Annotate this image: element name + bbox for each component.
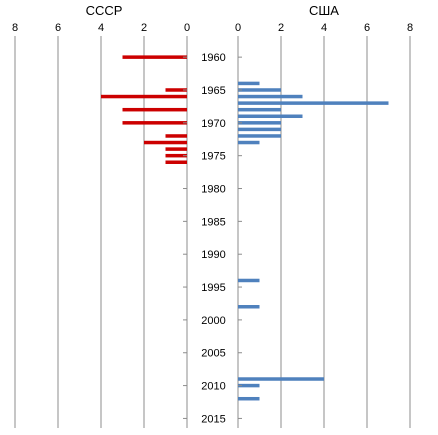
right-x-tick-label: 0 xyxy=(235,22,241,34)
year-label: 1960 xyxy=(201,52,225,64)
left-bar xyxy=(122,121,187,125)
right-panel: 0 2 4 6 8 xyxy=(235,22,413,428)
right-bar xyxy=(238,114,303,119)
right-bar xyxy=(238,383,260,388)
left-x-tick-label: 8 xyxy=(12,22,18,34)
right-bar xyxy=(238,134,281,138)
year-label: 2005 xyxy=(201,348,225,360)
right-x-tick-label: 8 xyxy=(407,22,413,34)
left-bar xyxy=(165,134,187,138)
right-bar xyxy=(238,121,281,125)
left-bar xyxy=(122,55,187,59)
left-x-tick-label: 4 xyxy=(98,22,104,34)
right-x-tick-label: 2 xyxy=(278,22,284,34)
year-label: 1965 xyxy=(201,85,225,97)
left-bar xyxy=(144,140,187,145)
right-bar xyxy=(238,101,389,105)
right-chart-title: США xyxy=(309,3,339,18)
right-bar xyxy=(238,140,260,145)
left-x-tick-label: 6 xyxy=(55,22,61,34)
right-bar xyxy=(238,377,324,381)
right-bar xyxy=(238,81,260,86)
right-bar xyxy=(238,88,281,92)
year-label: 1975 xyxy=(201,151,225,163)
year-label: 2015 xyxy=(201,413,225,425)
right-bar xyxy=(238,127,281,132)
year-label: 2010 xyxy=(201,381,225,393)
year-label: 1970 xyxy=(201,118,225,130)
left-bar xyxy=(165,153,187,158)
right-bar xyxy=(238,396,260,401)
right-bar xyxy=(238,94,303,99)
year-label: 1980 xyxy=(201,184,225,196)
left-bar xyxy=(101,94,187,99)
right-x-tick-label: 4 xyxy=(321,22,327,34)
left-bar xyxy=(122,107,187,112)
right-bar xyxy=(238,278,260,283)
right-bar xyxy=(238,305,260,309)
left-chart-title: СССР xyxy=(86,3,123,18)
left-x-tick-label: 0 xyxy=(184,22,190,34)
left-bar xyxy=(165,160,187,164)
right-bar xyxy=(238,107,281,112)
year-label: 1995 xyxy=(201,282,225,294)
year-label: 2000 xyxy=(201,315,225,327)
left-bar xyxy=(165,88,187,92)
left-panel: 8 6 4 2 0 xyxy=(12,22,190,428)
year-axis: 1960 1965 1970 1975 1980 1985 1990 1995 2000 2005… xyxy=(183,52,242,425)
right-x-tick-label: 6 xyxy=(364,22,370,34)
left-bar xyxy=(165,147,187,151)
left-x-tick-label: 2 xyxy=(141,22,147,34)
year-label: 1990 xyxy=(201,249,225,261)
year-label: 1985 xyxy=(201,216,225,228)
